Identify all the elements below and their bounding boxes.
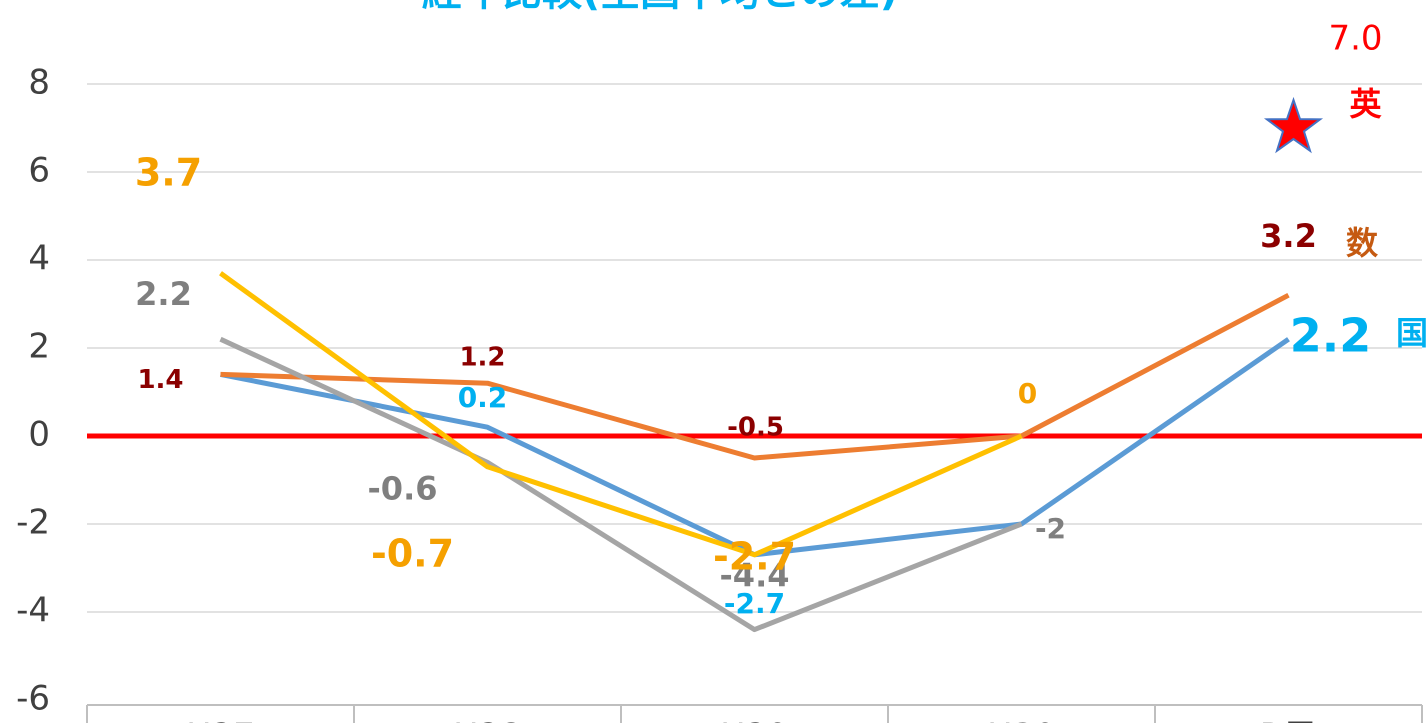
data-label: 0.2: [458, 381, 508, 414]
data-label: 3.7: [135, 151, 202, 195]
x-tick-label: R元: [1260, 717, 1318, 723]
y-tick-label: -2: [16, 503, 50, 543]
data-label: -0.5: [727, 413, 784, 443]
y-tick-label: 0: [28, 415, 50, 455]
series-line: [220, 292, 1290, 461]
star-marker: [1263, 96, 1324, 154]
data-label: -2: [1035, 512, 1066, 545]
data-label: 0: [1018, 377, 1037, 410]
y-tick-label: 4: [28, 239, 50, 279]
series-name: 英: [1349, 85, 1382, 123]
x-tick-label: H30: [987, 717, 1056, 723]
y-tick-label: 2: [28, 327, 50, 367]
series-name: 国: [1396, 314, 1427, 352]
x-tick-label: H29: [720, 717, 789, 723]
data-label: -4.4: [720, 557, 790, 595]
series-line: [219, 336, 1023, 633]
series-line: [220, 337, 1290, 558]
data-label: 3.2: [1260, 217, 1317, 255]
y-tick-label: -6: [16, 679, 50, 719]
data-label: 1.4: [137, 365, 183, 395]
data-label: 1.2: [459, 343, 505, 373]
series-name: 数: [1346, 224, 1379, 262]
y-tick-label: -4: [16, 591, 50, 631]
data-label: -0.7: [371, 531, 454, 575]
data-label: 2.2: [135, 275, 192, 313]
x-tick-label: H27: [186, 717, 255, 723]
x-tick-label: H28: [453, 717, 522, 723]
y-tick-label: 8: [28, 63, 50, 103]
series-line: [219, 271, 1023, 558]
data-label: -2.7: [713, 534, 796, 578]
data-label: -0.6: [368, 469, 438, 507]
data-label: 7.0: [1328, 19, 1382, 59]
data-label: 2.2: [1290, 309, 1372, 363]
data-label: -2.7: [724, 587, 785, 620]
chart-title: 経年比較(全国平均との差): [422, 0, 898, 15]
y-tick-label: 6: [28, 151, 50, 191]
